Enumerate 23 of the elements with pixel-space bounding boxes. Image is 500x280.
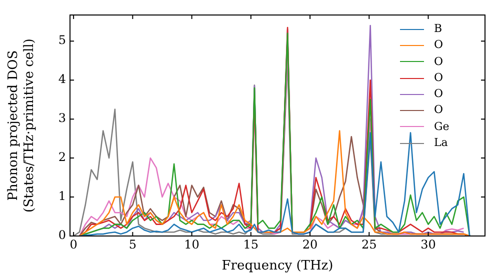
- legend-label: O: [434, 37, 444, 54]
- y-tick-label: 1: [58, 189, 66, 204]
- x-tick-label: 10: [184, 237, 200, 252]
- y-tick-label: 3: [58, 111, 66, 126]
- x-tick-label: 5: [128, 237, 136, 252]
- x-tick-label: 0: [70, 237, 78, 252]
- y-axis-title: Phonon projected DOS (States/THz·primitive cell): [6, 38, 37, 213]
- y-tick-label: 2: [58, 150, 66, 164]
- x-axis-title: Frequency (THz): [222, 258, 334, 274]
- legend-label: O: [434, 54, 444, 70]
- y-tick-label: 5: [58, 33, 66, 48]
- legend-label: O: [434, 86, 444, 102]
- x-tick-label: 25: [361, 237, 377, 252]
- x-tick-label: 15: [243, 237, 259, 252]
- legend-label: Ge: [434, 118, 450, 135]
- legend-label: O: [434, 70, 444, 86]
- legend-label: B: [434, 21, 442, 37]
- y-tick-label: 4: [58, 72, 66, 86]
- y-tick-label: 0: [58, 228, 66, 242]
- legend-label: La: [434, 135, 448, 152]
- x-tick-label: 30: [420, 237, 436, 252]
- legend-label: O: [434, 102, 444, 118]
- x-tick-label: 20: [302, 237, 318, 252]
